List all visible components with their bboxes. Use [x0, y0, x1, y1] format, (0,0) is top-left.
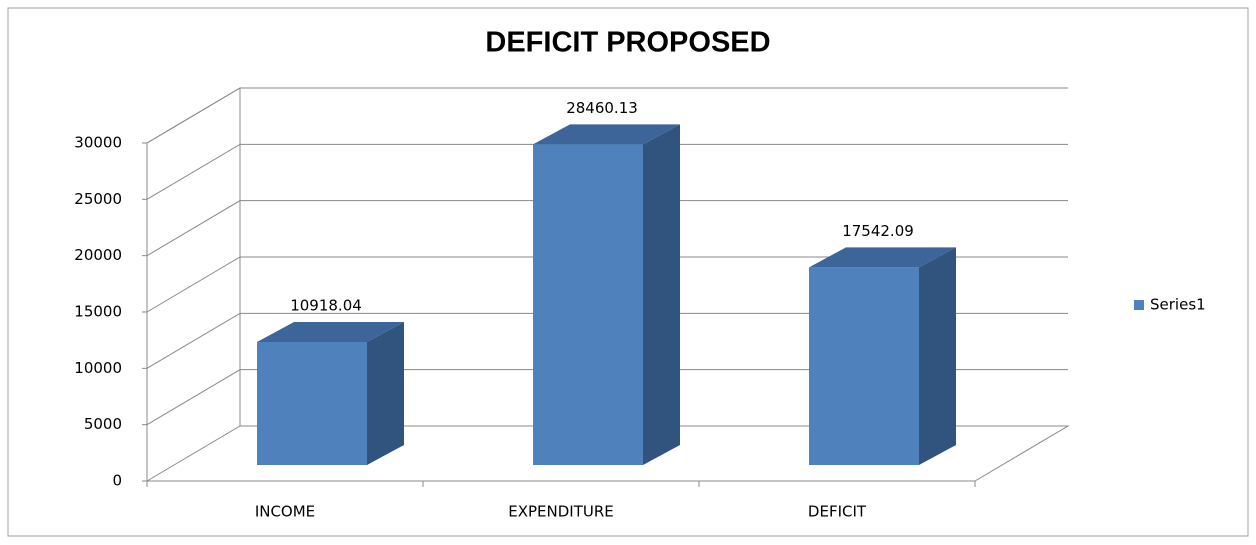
bar-top [533, 124, 680, 145]
bar-side [367, 321, 404, 465]
grid-line [146, 256, 1068, 313]
x-tick-label: DEFICIT [808, 503, 867, 521]
data-label: 17542.09 [842, 222, 914, 240]
y-tick-label: 25000 [74, 190, 122, 208]
y-tick-label: 15000 [74, 303, 122, 321]
y-tick-label: 20000 [74, 246, 122, 264]
grid-line [146, 369, 1068, 426]
bar-top [809, 247, 956, 268]
grid-line [146, 425, 1068, 482]
chart-title: DEFICIT PROPOSED [485, 27, 770, 59]
grid-line [146, 312, 1068, 369]
bar-top [257, 321, 404, 342]
x-tick-label: INCOME [255, 503, 315, 521]
grid-line [146, 87, 1068, 144]
bar [533, 144, 643, 466]
y-tick-label: 5000 [84, 415, 122, 433]
bar [809, 267, 919, 465]
legend-label: Series1 [1150, 296, 1206, 314]
y-tick-label: 30000 [74, 134, 122, 152]
legend-swatch [1134, 300, 1144, 310]
bar-side [919, 247, 956, 465]
data-label: 28460.13 [566, 99, 638, 117]
data-label: 10918.04 [290, 296, 362, 314]
bar-side [643, 124, 680, 465]
bar [257, 341, 367, 465]
grid-line [146, 200, 1068, 257]
x-tick-label: EXPENDITURE [508, 503, 614, 521]
grid-line [146, 143, 1068, 200]
y-tick-label: 0 [112, 472, 122, 490]
y-tick-label: 10000 [74, 359, 122, 377]
